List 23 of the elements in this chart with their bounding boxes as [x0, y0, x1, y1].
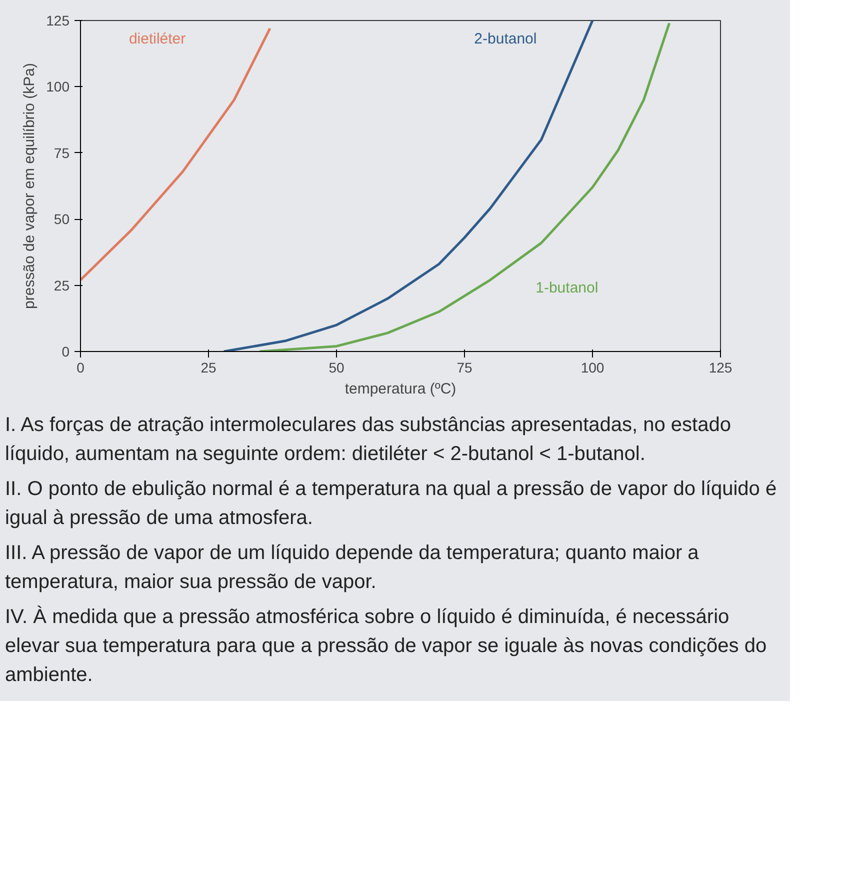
x-tick-label: 100	[580, 360, 604, 376]
x-tick-label: 75	[456, 360, 472, 376]
x-tick-label: 125	[708, 360, 732, 376]
text: dietiléter	[128, 30, 186, 48]
y-tick-label: 100	[46, 78, 70, 95]
line-series	[258, 22, 671, 352]
y-tick-label: 0	[62, 344, 70, 360]
text: IV. À medida que a pressão atmosférica sobre o líquido é diminuída, é necessário elevar sua temperatura para que a pressão de vapor se iguale às novas condições do ambiente.	[5, 604, 768, 688]
x-axis-title: temperatura (ºC)	[344, 380, 456, 398]
y-tick-label: 125	[46, 12, 70, 28]
line-series	[80, 27, 272, 282]
x-tick-label: 0	[76, 360, 85, 376]
text: II. O ponto de ebulição normal é a temperatura na qual a pressão de vapor do líquido é igual à pressão de uma atmosfera.	[5, 477, 778, 531]
y-tick-label: 25	[54, 277, 70, 294]
text: I. As forças de atração intermoleculares das substâncias apresentadas, no estado líquido, aumentam na seguinte ordem: dietiléter < 2-butanol < 1-butanol.	[5, 413, 732, 467]
y-tick-label: 50	[54, 211, 70, 228]
y-axis-title: pressão de vapor em equilíbrio (kPa)	[21, 63, 38, 309]
text: 2-butanol	[474, 30, 537, 48]
text: III. A pressão de vapor de um líquido depende da temperatura; quanto maior a temperatura, maior sua pressão de vapor.	[5, 541, 700, 595]
x-tick-label: 50	[328, 360, 344, 376]
y-tick-label: 75	[54, 144, 70, 161]
series-label: 1-butanol	[536, 279, 598, 296]
x-tick-label: 25	[200, 360, 216, 376]
